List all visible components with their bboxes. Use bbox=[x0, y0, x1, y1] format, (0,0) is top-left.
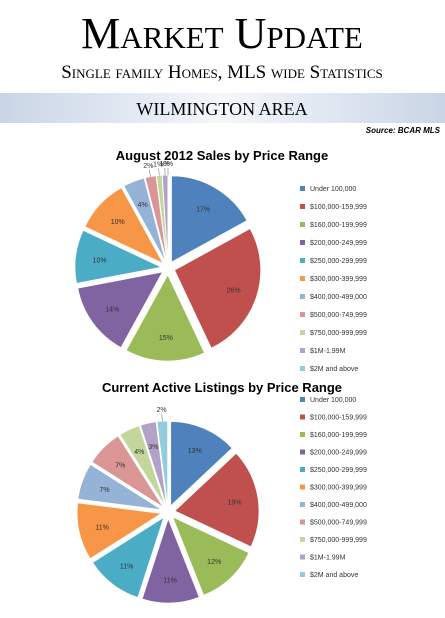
data-label: 15% bbox=[159, 335, 173, 342]
pie-slice bbox=[174, 228, 261, 349]
pie-slice bbox=[74, 230, 163, 284]
pie-slice bbox=[172, 516, 250, 596]
area: WILMINGTON AREA bbox=[136, 99, 307, 119]
data-label: 7% bbox=[99, 487, 109, 494]
legend-swatch bbox=[300, 186, 305, 191]
legend-label: $300,000-399,999 bbox=[310, 276, 367, 283]
pie-slice bbox=[156, 174, 168, 262]
pie-slice bbox=[77, 271, 163, 348]
legend-label: $160,000-199,999 bbox=[310, 222, 367, 229]
legend-label: $500,000-749,999 bbox=[310, 312, 367, 319]
legend-label: $250,000-299,999 bbox=[310, 258, 367, 265]
legend-label: $100,000-159,999 bbox=[310, 204, 367, 211]
pie-slice bbox=[119, 425, 166, 506]
legend-label: $500,000-749,999 bbox=[310, 520, 367, 527]
pie-slice bbox=[140, 421, 167, 506]
legend-swatch bbox=[300, 449, 305, 455]
legend-swatch bbox=[300, 330, 305, 335]
legend-label: $750,000-999,999 bbox=[310, 537, 367, 544]
pie-slice bbox=[170, 421, 233, 507]
pie-slice bbox=[171, 175, 248, 263]
legend-swatch bbox=[300, 276, 305, 281]
source: Source: BCAR MLS bbox=[366, 126, 441, 135]
legend-label: Under 100,000 bbox=[310, 186, 356, 193]
legend-swatch bbox=[300, 348, 305, 353]
data-label: 0% bbox=[163, 161, 173, 168]
legend-swatch bbox=[300, 397, 305, 402]
pie-slice bbox=[141, 518, 200, 604]
data-label: 13% bbox=[188, 448, 202, 455]
chart-title: Current Active Listings by Price Range bbox=[102, 380, 342, 395]
legend-label: $400,000-499,000 bbox=[310, 294, 367, 301]
legend-swatch bbox=[300, 366, 305, 371]
legend-swatch bbox=[300, 572, 305, 577]
legend-swatch bbox=[300, 467, 305, 472]
pie-slice bbox=[125, 274, 205, 362]
legend-label: $200,000-249,999 bbox=[310, 450, 367, 457]
pie-slice bbox=[92, 516, 165, 598]
data-label: 10% bbox=[93, 257, 107, 264]
legend-label: $1M-1.99M bbox=[310, 348, 346, 355]
legend-label: $300,000-399,999 bbox=[310, 485, 367, 492]
legend-label: $750,000-999,999 bbox=[310, 330, 367, 337]
title: Market Update bbox=[81, 9, 363, 58]
data-label: 4% bbox=[134, 449, 144, 456]
data-label: 12% bbox=[207, 559, 221, 566]
data-label: 1% bbox=[160, 161, 170, 168]
legend-label: $2M and above bbox=[310, 366, 358, 373]
legend-swatch bbox=[300, 432, 305, 437]
legend-label: $400,000-499,000 bbox=[310, 502, 367, 509]
pie-slice bbox=[77, 464, 162, 510]
data-label: 26% bbox=[227, 287, 241, 294]
pie-slice bbox=[91, 435, 164, 508]
data-label: 4% bbox=[138, 202, 148, 209]
legend-swatch bbox=[300, 519, 305, 525]
data-label: 1% bbox=[153, 161, 163, 168]
pie-slice bbox=[76, 502, 163, 559]
leader-line bbox=[158, 168, 160, 176]
legend-swatch bbox=[300, 537, 305, 542]
data-label: 11% bbox=[95, 525, 109, 532]
legend-swatch bbox=[300, 222, 305, 227]
legend-swatch bbox=[300, 484, 305, 490]
data-label: 10% bbox=[111, 219, 125, 226]
legend-swatch bbox=[300, 414, 305, 420]
data-label: 7% bbox=[115, 462, 125, 469]
legend-label: $200,000-249,999 bbox=[310, 240, 367, 247]
legend-label: $2M and above bbox=[310, 572, 358, 579]
legend-swatch bbox=[300, 258, 305, 263]
data-label: 2% bbox=[156, 407, 166, 414]
legend-swatch bbox=[300, 502, 305, 507]
pie-slice bbox=[123, 177, 166, 262]
leader-line bbox=[149, 169, 151, 177]
legend-swatch bbox=[300, 554, 305, 560]
data-label: 2% bbox=[143, 163, 153, 170]
legend-label: Under 100,000 bbox=[310, 397, 356, 404]
data-label: 11% bbox=[163, 577, 177, 584]
legend-label: $160,000-199,999 bbox=[310, 432, 367, 439]
legend-swatch bbox=[300, 240, 305, 245]
area-band bbox=[0, 93, 445, 123]
data-label: 19% bbox=[228, 499, 242, 506]
legend-label: $250,000-299,999 bbox=[310, 467, 367, 474]
legend-label: $100,000-159,999 bbox=[310, 415, 367, 422]
legend-swatch bbox=[300, 312, 305, 317]
data-label: 14% bbox=[105, 307, 119, 314]
pie-slice bbox=[84, 187, 164, 264]
data-label: 11% bbox=[120, 563, 134, 570]
legend-swatch bbox=[300, 294, 305, 299]
chart-title: August 2012 Sales by Price Range bbox=[116, 148, 328, 163]
legend-label: $1M-1.99M bbox=[310, 555, 346, 562]
legend-swatch bbox=[300, 204, 305, 209]
data-label: 3% bbox=[148, 444, 158, 451]
subtitle: Single family Homes, MLS wide Statistics bbox=[61, 62, 383, 83]
data-label: 17% bbox=[196, 207, 210, 214]
pie-slice bbox=[144, 175, 167, 262]
pie-slice bbox=[174, 452, 260, 548]
